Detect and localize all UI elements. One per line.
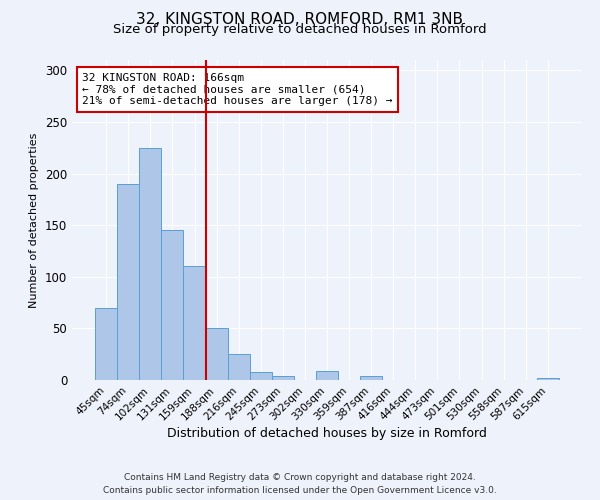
- Bar: [139, 148, 161, 380]
- Bar: [360, 376, 382, 380]
- Bar: [316, 370, 338, 380]
- Text: 32 KINGSTON ROAD: 166sqm
← 78% of detached houses are smaller (654)
21% of semi-: 32 KINGSTON ROAD: 166sqm ← 78% of detach…: [82, 73, 392, 106]
- Bar: [184, 266, 206, 380]
- Bar: [95, 308, 117, 380]
- Text: Size of property relative to detached houses in Romford: Size of property relative to detached ho…: [113, 22, 487, 36]
- Bar: [537, 378, 559, 380]
- Text: Contains HM Land Registry data © Crown copyright and database right 2024.
Contai: Contains HM Land Registry data © Crown c…: [103, 473, 497, 495]
- Bar: [250, 372, 272, 380]
- X-axis label: Distribution of detached houses by size in Romford: Distribution of detached houses by size …: [167, 428, 487, 440]
- Bar: [117, 184, 139, 380]
- Bar: [161, 230, 184, 380]
- Bar: [206, 328, 227, 380]
- Bar: [227, 354, 250, 380]
- Bar: [272, 376, 294, 380]
- Y-axis label: Number of detached properties: Number of detached properties: [29, 132, 40, 308]
- Text: 32, KINGSTON ROAD, ROMFORD, RM1 3NB: 32, KINGSTON ROAD, ROMFORD, RM1 3NB: [137, 12, 464, 28]
